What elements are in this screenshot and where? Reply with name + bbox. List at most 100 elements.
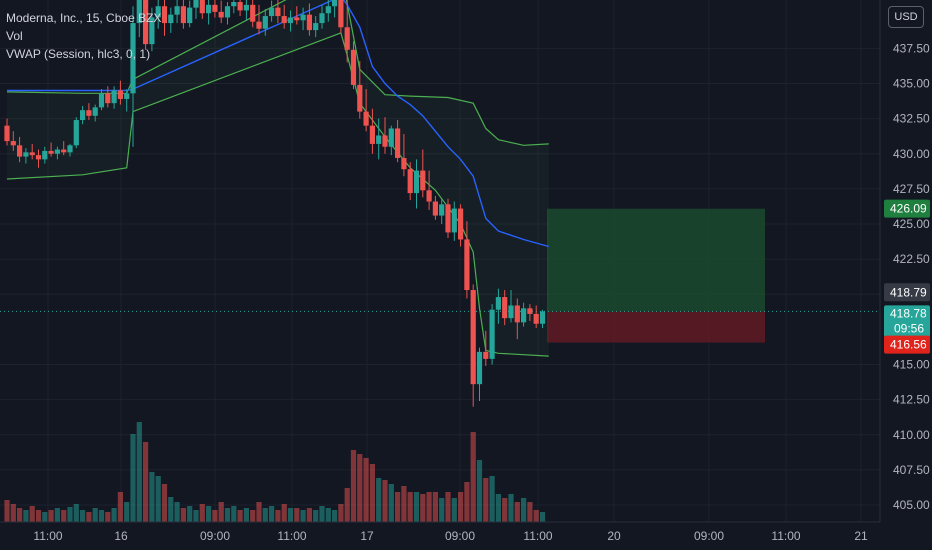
time-tick-label: 17 <box>360 529 374 543</box>
candle-body <box>539 311 546 324</box>
volume-bar <box>35 510 42 522</box>
volume-bar <box>489 476 495 522</box>
candle-body <box>451 208 457 233</box>
position-zones[interactable] <box>0 208 880 343</box>
currency-badge[interactable]: USD <box>888 6 924 28</box>
candle-body <box>350 49 357 85</box>
vwap-line <box>7 0 549 248</box>
candlesticks[interactable] <box>4 0 546 407</box>
volume-bar <box>483 478 489 522</box>
candle-body <box>407 169 413 194</box>
price-tick-label: 415.00 <box>893 358 930 372</box>
candle <box>48 142 54 157</box>
candle <box>451 201 457 241</box>
volume-bar <box>325 508 331 522</box>
volume-bar <box>149 472 155 522</box>
candle-body <box>23 152 29 157</box>
candle <box>149 7 155 52</box>
volume-bar <box>143 442 149 522</box>
candle <box>306 3 312 36</box>
volume-bar <box>180 508 186 522</box>
candle <box>502 290 508 326</box>
volume-bar <box>395 492 401 522</box>
price-label-value: 416.56 <box>890 338 927 352</box>
candle <box>218 0 224 24</box>
candle-body <box>533 313 539 324</box>
candle-body <box>218 11 224 18</box>
candle <box>54 146 60 160</box>
volume-bar <box>111 508 117 522</box>
volume-bar <box>187 506 193 522</box>
candle <box>426 170 432 210</box>
candle <box>294 6 300 25</box>
volume-bar <box>300 510 306 522</box>
candle <box>35 149 42 168</box>
candle <box>262 9 268 36</box>
candle-body <box>382 135 388 147</box>
candle-body <box>231 2 237 7</box>
candle <box>325 0 331 22</box>
time-tick-label: 11:00 <box>33 529 62 543</box>
candle-body <box>180 6 186 24</box>
volume-bar <box>294 508 300 522</box>
volume-bar <box>401 486 407 522</box>
candle-body <box>17 145 23 157</box>
candle <box>161 0 168 36</box>
candle <box>187 0 193 28</box>
volume-bar <box>458 492 464 522</box>
candle <box>464 221 470 299</box>
candle-body <box>287 17 294 24</box>
candle-body <box>489 309 495 359</box>
price-tick-label: 410.00 <box>893 428 930 442</box>
volume-bar <box>199 504 205 522</box>
candle-body <box>130 23 136 94</box>
price-label-value: 418.79 <box>890 285 927 299</box>
volume-indicator-label[interactable]: Vol <box>6 29 23 43</box>
price-tick-label: 427.50 <box>893 182 930 196</box>
candle-body <box>388 128 394 147</box>
candle-body <box>237 2 243 11</box>
candle-body <box>464 239 470 291</box>
time-axis[interactable]: 11:00 16 09:00 11:00 17 09:00 11:00 20 09:00 11:0… <box>0 521 880 543</box>
volume-bar <box>539 512 546 522</box>
symbol-title[interactable]: Moderna, Inc., 15, Cboe BZX <box>6 11 162 25</box>
candle <box>407 162 413 201</box>
volume-bar <box>155 476 161 522</box>
candle-body <box>136 0 142 24</box>
candle-body <box>187 7 193 24</box>
candle-body <box>256 21 262 29</box>
candle-body <box>420 170 426 191</box>
candle <box>495 288 501 324</box>
candle <box>514 298 520 340</box>
volume-bar <box>86 512 92 522</box>
volume-bar <box>432 492 438 522</box>
vwap-indicator-label[interactable]: VWAP (Session, hlc3, 0, 1) <box>6 47 151 61</box>
candle <box>508 290 514 323</box>
volume-bar <box>42 512 48 522</box>
candle-body <box>458 208 464 240</box>
volume-bar <box>514 502 520 522</box>
candle <box>180 0 186 29</box>
candle-body <box>269 7 275 17</box>
candle-body <box>476 351 483 385</box>
candle-body <box>48 150 54 154</box>
price-tick-label: 425.00 <box>893 217 930 231</box>
candle-body <box>281 16 287 24</box>
candle-body <box>300 14 306 21</box>
candle <box>168 7 174 33</box>
volume-bar <box>445 492 451 522</box>
volume-bar <box>117 492 123 522</box>
candle <box>432 195 438 220</box>
candle <box>4 118 10 146</box>
candle <box>439 198 445 224</box>
candle <box>86 103 92 121</box>
candle-body <box>35 155 42 160</box>
volume-bar <box>413 492 420 522</box>
price-axis[interactable]: 437.50 435.00 432.50 430.00 427.50 425.00 422.… <box>879 0 930 522</box>
price-tick-label: 407.50 <box>893 463 930 477</box>
candle <box>527 304 533 321</box>
candle-body <box>483 351 489 359</box>
volume-bar <box>470 432 476 522</box>
candle-body <box>54 149 60 154</box>
